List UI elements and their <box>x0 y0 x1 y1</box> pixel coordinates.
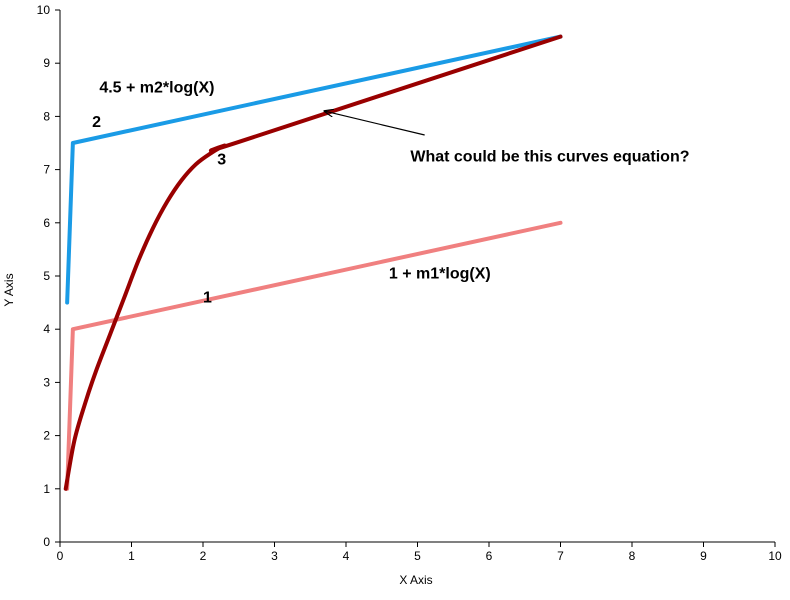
x-tick-label: 5 <box>414 549 421 563</box>
annotation-label-2: 2 <box>92 114 101 131</box>
x-tick-label: 3 <box>271 549 278 563</box>
y-tick-label: 0 <box>43 535 50 549</box>
y-tick-label: 3 <box>43 375 50 389</box>
y-tick-label: 9 <box>43 56 50 70</box>
y-tick-label: 2 <box>43 429 50 443</box>
x-tick-label: 6 <box>486 549 493 563</box>
x-tick-label: 10 <box>768 549 782 563</box>
x-tick-label: 7 <box>557 549 564 563</box>
x-axis-title: X Axis <box>399 573 432 587</box>
annotation-formula-1: 1 + m1*log(X) <box>389 266 491 283</box>
annotation-question: What could be this curves equation? <box>410 149 689 166</box>
annotation-formula-2: 4.5 + m2*log(X) <box>99 79 214 96</box>
annotation-label-1: 1 <box>203 290 212 307</box>
x-tick-label: 0 <box>57 549 64 563</box>
y-tick-label: 7 <box>43 163 50 177</box>
annotation-arrow <box>325 111 425 136</box>
y-tick-label: 5 <box>43 269 50 283</box>
y-axis-title: Y Axis <box>2 273 16 306</box>
x-tick-label: 2 <box>200 549 207 563</box>
x-tick-label: 1 <box>128 549 135 563</box>
y-tick-label: 6 <box>43 216 50 230</box>
series-3-line <box>63 34 563 491</box>
series-2-line <box>65 34 563 305</box>
y-tick-label: 8 <box>43 109 50 123</box>
y-tick-label: 4 <box>43 322 50 336</box>
annotation-layer: 1 2 3 4.5 + m2*log(X) 1 + m1*log(X) What coul… <box>92 79 689 306</box>
x-tick-label: 8 <box>629 549 636 563</box>
series-layer <box>63 34 563 491</box>
y-tick-label: 1 <box>43 482 50 496</box>
series-1-line <box>65 220 563 491</box>
x-tick-label: 4 <box>343 549 350 563</box>
annotation-label-3: 3 <box>217 151 226 168</box>
x-tick-label: 9 <box>700 549 707 563</box>
ticks: 0 1 2 3 4 5 6 7 8 9 10 0 1 2 3 4 5 6 7 8 9 10 <box>37 3 782 563</box>
y-tick-label: 10 <box>37 3 51 17</box>
